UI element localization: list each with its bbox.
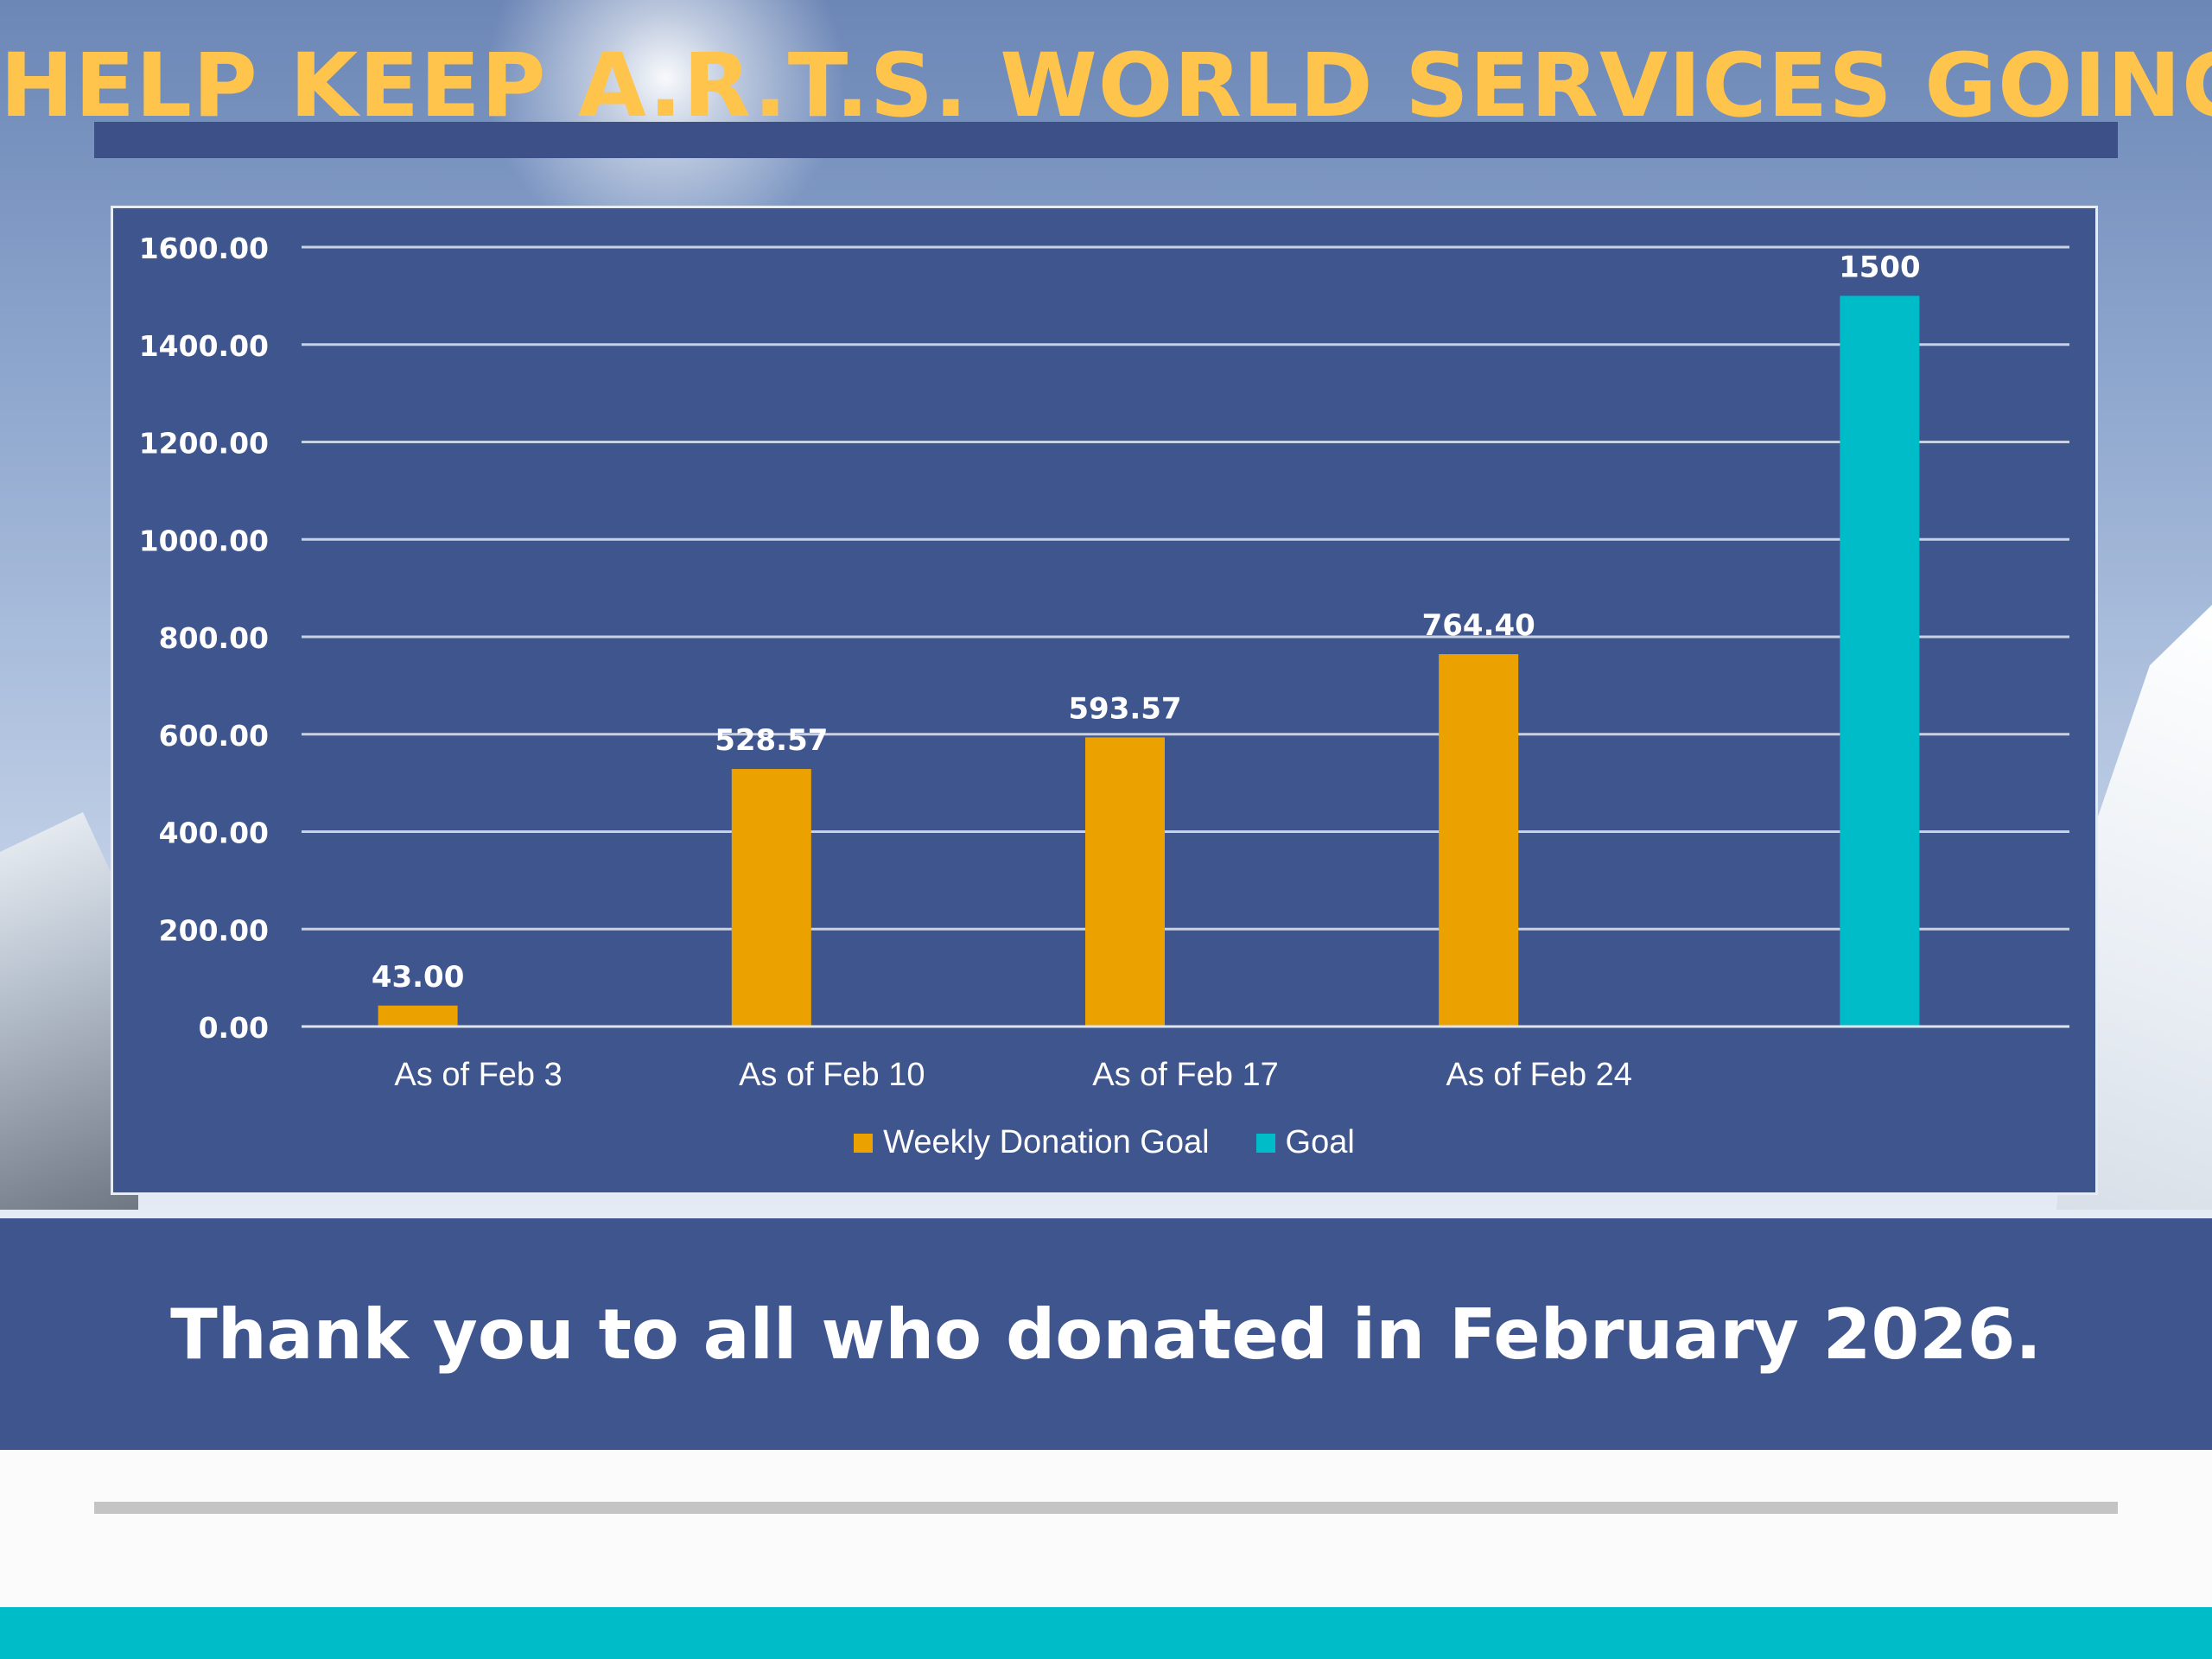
y-tick-label: 800.00: [159, 621, 269, 655]
x-tick-label: As of Feb 17: [1092, 1057, 1278, 1093]
data-label: 1500: [1839, 250, 1921, 284]
x-tick-label: As of Feb 3: [394, 1057, 562, 1093]
y-tick-label: 600.00: [159, 719, 269, 753]
data-label: 593.57: [1068, 691, 1181, 726]
page-title: HELP KEEP A.R.T.S. WORLD SERVICES GOING!: [0, 35, 2212, 137]
legend-swatch-weekly: [854, 1133, 874, 1153]
legend-item-weekly: Weekly Donation Goal: [854, 1124, 1210, 1161]
bar-chart: 0.00 200.00 400.00 600.00 800.00 1000.00 1200.…: [139, 232, 2069, 1093]
chart-panel: 0.00 200.00 400.00 600.00 800.00 1000.00 1200.…: [111, 206, 2098, 1195]
y-tick-label: 0.00: [199, 1011, 269, 1045]
data-label: 764.40: [1422, 608, 1535, 643]
data-label: 528.57: [715, 723, 828, 758]
bar: [1840, 296, 1920, 1027]
chart-legend: Weekly Donation Goal Goal: [113, 1124, 2095, 1161]
bar: [378, 1005, 458, 1027]
y-tick-label: 200.00: [159, 913, 269, 947]
x-tick-label: As of Feb 24: [1446, 1057, 1631, 1093]
y-tick-label: 400.00: [159, 817, 269, 850]
bar: [731, 769, 811, 1027]
footer-strip: [0, 1450, 2212, 1607]
title-band: [94, 122, 2118, 158]
y-tick-label: 1200.00: [139, 427, 269, 461]
footer-divider: [94, 1502, 2118, 1514]
bar: [1439, 654, 1519, 1027]
thanks-message: Thank you to all who donated in February…: [170, 1294, 2042, 1375]
data-label: 43.00: [372, 960, 465, 995]
legend-swatch-goal: [1255, 1133, 1275, 1153]
x-tick-label: As of Feb 10: [739, 1057, 925, 1093]
y-tick-label: 1400.00: [139, 329, 269, 363]
thanks-band: Thank you to all who donated in February…: [0, 1218, 2212, 1450]
legend-label-weekly: Weekly Donation Goal: [883, 1124, 1210, 1160]
legend-item-goal: Goal: [1255, 1124, 1355, 1161]
y-tick-label: 1000.00: [139, 524, 269, 557]
legend-label-goal: Goal: [1285, 1124, 1355, 1160]
footer-accent-bar: [0, 1607, 2212, 1659]
y-tick-label: 1600.00: [139, 232, 269, 265]
bar: [1085, 737, 1165, 1027]
